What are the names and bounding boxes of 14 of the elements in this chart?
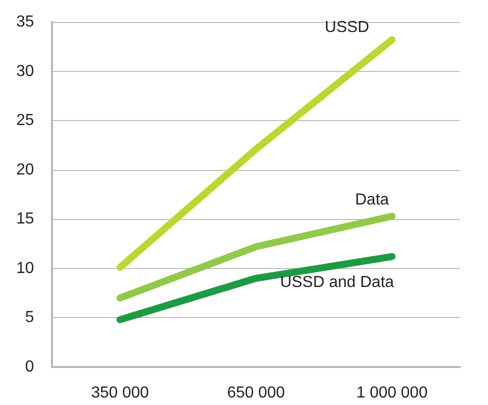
y-tick-label: 0 xyxy=(25,358,34,376)
y-tick-label: 30 xyxy=(16,62,34,80)
y-tick-label: 15 xyxy=(16,210,34,228)
series-label: USSD and Data xyxy=(280,274,394,292)
y-tick-label: 25 xyxy=(16,112,34,130)
series-label: Data xyxy=(355,192,389,209)
x-tick-label: 350 000 xyxy=(91,384,150,402)
x-tick-label: 1 000 000 xyxy=(356,384,428,402)
y-tick-label: 20 xyxy=(16,161,34,178)
series-label: USSD xyxy=(324,19,370,36)
x-tick-label: 650 000 xyxy=(227,384,286,402)
y-tick-label: 35 xyxy=(16,14,34,30)
y-tick-label: 5 xyxy=(25,309,34,326)
y-tick-label: 10 xyxy=(16,260,34,277)
